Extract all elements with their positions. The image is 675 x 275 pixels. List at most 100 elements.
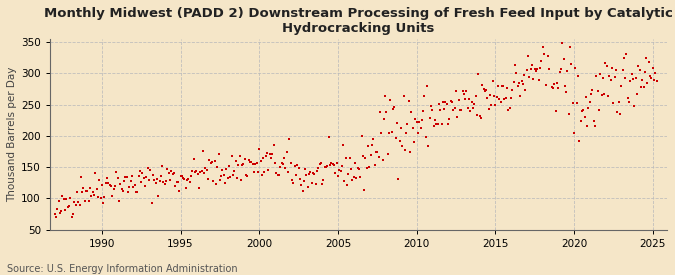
Point: [354, 167, 364, 171]
Point: [557, 40, 568, 45]
Point: [327, 161, 338, 166]
Point: [84, 185, 95, 190]
Point: [192, 171, 203, 176]
Point: [271, 171, 281, 175]
Point: [167, 172, 178, 176]
Point: [605, 78, 616, 82]
Point: [277, 162, 288, 166]
Point: [561, 90, 572, 94]
Point: [201, 168, 212, 173]
Point: [227, 173, 238, 177]
Point: [520, 88, 531, 92]
Point: [350, 161, 360, 165]
Point: [146, 201, 157, 205]
Point: [436, 122, 447, 127]
Title: Monthly Midwest (PADD 2) Downstream Processing of Fresh Feed Input by Catalytic
: Monthly Midwest (PADD 2) Downstream Proc…: [44, 7, 673, 35]
Point: [518, 82, 529, 86]
Point: [134, 169, 145, 173]
Point: [342, 183, 352, 187]
Point: [116, 187, 127, 192]
Point: [586, 92, 597, 97]
Point: [596, 93, 607, 97]
Point: [490, 103, 501, 107]
Point: [186, 174, 196, 179]
Point: [535, 66, 545, 71]
Point: [348, 175, 359, 179]
Point: [448, 108, 459, 112]
Point: [304, 172, 315, 177]
Point: [333, 173, 344, 178]
Point: [69, 200, 80, 204]
Point: [460, 97, 470, 101]
Point: [237, 163, 248, 167]
Point: [543, 54, 554, 59]
Point: [281, 150, 292, 155]
Point: [344, 156, 355, 160]
Point: [149, 178, 160, 183]
Point: [628, 77, 639, 81]
Point: [87, 190, 98, 195]
Point: [261, 154, 271, 159]
Point: [649, 78, 659, 82]
Point: [533, 78, 544, 82]
Point: [583, 106, 594, 111]
Point: [88, 192, 99, 197]
Point: [582, 124, 593, 128]
Point: [294, 177, 305, 181]
Point: [338, 143, 348, 148]
Point: [457, 89, 468, 94]
Point: [377, 158, 388, 162]
Point: [275, 165, 286, 169]
Point: [302, 185, 313, 189]
Point: [230, 159, 241, 163]
Point: [86, 193, 97, 198]
Point: [524, 75, 535, 79]
Point: [396, 126, 406, 130]
Point: [59, 197, 70, 202]
Point: [120, 175, 131, 179]
Text: Source: U.S. Energy Information Administration: Source: U.S. Energy Information Administ…: [7, 264, 238, 274]
Point: [565, 45, 576, 50]
Point: [433, 102, 444, 106]
Point: [439, 107, 450, 112]
Point: [443, 121, 454, 126]
Point: [380, 94, 391, 98]
Point: [115, 182, 126, 186]
Point: [251, 161, 262, 166]
Point: [314, 161, 325, 166]
Point: [298, 179, 309, 183]
Point: [381, 110, 392, 114]
Point: [187, 169, 198, 174]
Point: [151, 181, 161, 185]
Point: [493, 84, 504, 88]
Point: [319, 165, 330, 169]
Point: [91, 186, 102, 191]
Point: [620, 76, 630, 80]
Point: [526, 62, 537, 67]
Point: [326, 161, 337, 165]
Point: [507, 88, 518, 92]
Point: [119, 178, 130, 183]
Point: [213, 152, 224, 156]
Point: [223, 163, 234, 168]
Point: [162, 167, 173, 171]
Point: [263, 168, 274, 172]
Point: [217, 168, 228, 172]
Point: [243, 158, 254, 163]
Point: [286, 161, 296, 166]
Point: [564, 111, 574, 116]
Point: [531, 69, 541, 73]
Point: [94, 178, 105, 183]
Point: [200, 166, 211, 170]
Point: [234, 154, 245, 158]
Point: [77, 189, 88, 194]
Point: [288, 181, 299, 186]
Point: [176, 174, 187, 178]
Point: [246, 160, 256, 164]
Point: [233, 163, 244, 167]
Point: [92, 195, 103, 199]
Point: [437, 100, 448, 104]
Point: [550, 109, 561, 113]
Point: [647, 66, 658, 70]
Point: [419, 94, 430, 98]
